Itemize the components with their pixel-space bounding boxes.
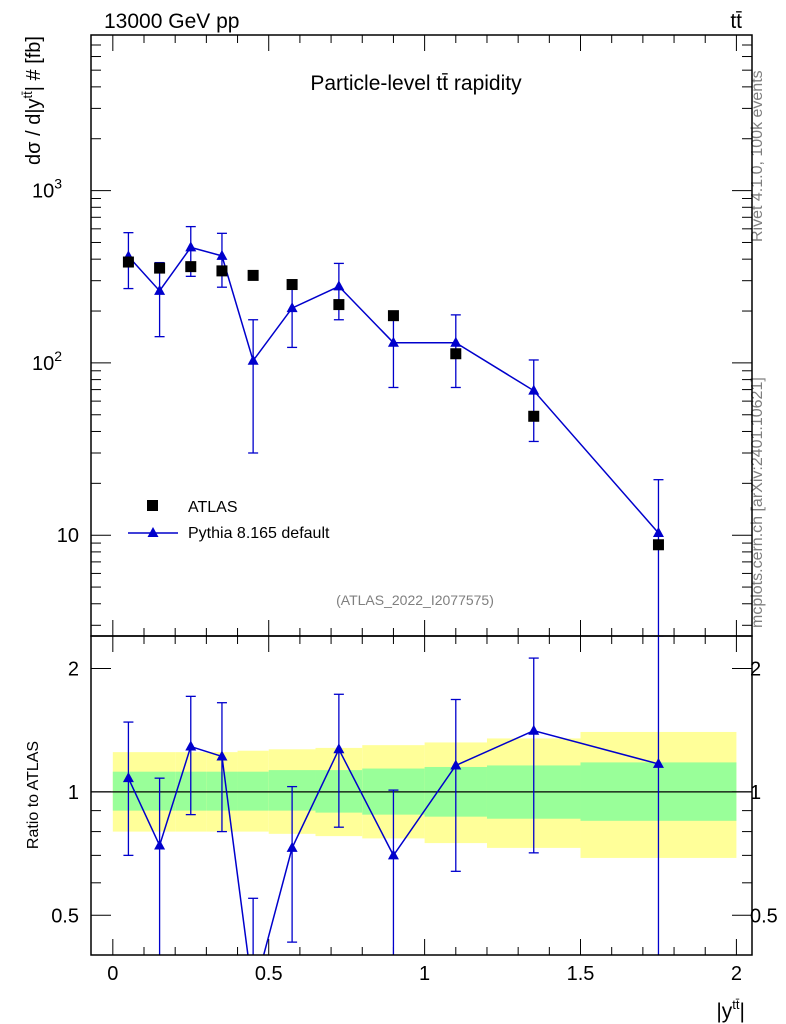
ratio-point <box>185 740 197 751</box>
x-tick-label: 1 <box>419 963 430 985</box>
analysis-label: (ATLAS_2022_I2077575) <box>336 592 494 608</box>
pythia-line <box>127 246 660 534</box>
main-y-axis-label: dσ / d|ytt̄| # [fb] <box>20 36 45 165</box>
band-inner <box>237 771 269 811</box>
pythia-point <box>286 302 298 313</box>
atlas-point <box>247 269 259 281</box>
ratio-y-tick-labels: 0.5 0.5 1 1 2 2 <box>51 658 778 927</box>
atlas-point <box>286 279 298 291</box>
atlas-point <box>154 262 166 274</box>
x-tick-label: 0.5 <box>255 963 283 985</box>
legend-atlas-label: ATLAS <box>188 499 238 516</box>
pythia-point <box>652 526 664 537</box>
ratio-y-tick-label-right: 1 <box>750 782 761 804</box>
ratio-series <box>122 636 664 999</box>
main-y-tick-label: 10 <box>57 525 79 547</box>
ratio-point <box>216 750 228 761</box>
main-y-tick-label: 102 <box>32 348 62 375</box>
ratio-y-tick-label: 0.5 <box>51 905 79 927</box>
main-panel: Particle-level tt̄ rapidity (ATLAS_2022_… <box>20 34 753 637</box>
pythia-point <box>528 384 540 395</box>
legend: ATLAS Pythia 8.165 default <box>128 499 330 542</box>
main-y-tick-labels: 10 102 103 <box>32 176 79 548</box>
atlas-point <box>450 348 462 360</box>
main-axis-ticks <box>91 34 752 636</box>
ratio-point <box>333 743 345 754</box>
ratio-y-tick-label-right: 2 <box>750 658 761 680</box>
ratio-y-axis-label: Ratio to ATLAS <box>25 741 42 849</box>
atlas-point <box>185 261 197 273</box>
process-label: tt̄ <box>730 10 742 33</box>
legend-pythia-marker <box>147 527 159 537</box>
x-axis-label: |ytt̄| <box>716 997 745 1023</box>
main-y-tick-label: 103 <box>32 176 62 203</box>
atlas-point <box>387 310 399 322</box>
source-label: mcplots.cern.ch [arXiv:2401.10621] <box>749 377 766 628</box>
ratio-point <box>387 849 399 860</box>
ratio-point <box>652 757 664 768</box>
ratio-y-tick-label: 2 <box>68 658 79 680</box>
ratio-axis-ticks <box>91 636 752 956</box>
atlas-point <box>122 256 134 268</box>
ratio-y-tick-label: 1 <box>68 782 79 804</box>
pythia-point <box>154 284 166 295</box>
ratio-point <box>286 841 298 852</box>
legend-atlas-marker <box>147 500 158 511</box>
ratio-point <box>528 724 540 735</box>
pythia-point <box>216 249 228 260</box>
atlas-point <box>216 265 228 277</box>
pythia-point <box>185 241 197 252</box>
atlas-point <box>652 539 664 551</box>
ratio-point <box>450 759 462 770</box>
x-tick-labels: 0 0.5 1 1.5 2 <box>107 963 742 985</box>
ratio-point <box>154 839 166 850</box>
pythia-point <box>450 336 462 347</box>
ratio-y-tick-label-right: 0.5 <box>750 905 778 927</box>
main-plot-frame <box>90 34 753 637</box>
ratio-point <box>248 989 259 999</box>
x-tick-label: 1.5 <box>567 963 595 985</box>
pythia-point <box>333 280 345 291</box>
energy-label: 13000 GeV pp <box>104 10 239 33</box>
pythia-point <box>247 354 259 365</box>
x-tick-label: 0 <box>107 963 118 985</box>
pythia-point <box>387 336 399 347</box>
ratio-plot-frame <box>90 635 753 956</box>
atlas-point <box>333 299 345 311</box>
ratio-panel: 0.5 0.5 1 1 2 2 0 0.5 1 1.5 2 Ratio to ATLAS |ytt… <box>25 635 778 1023</box>
main-series <box>122 225 664 636</box>
x-tick-label: 2 <box>731 963 742 985</box>
main-plot-title: Particle-level tt̄ rapidity <box>310 72 522 95</box>
legend-pythia-label: Pythia 8.165 default <box>188 525 330 542</box>
ratio-point <box>122 772 134 783</box>
atlas-point <box>528 410 540 422</box>
rivet-label: Rivet 4.1.0, 100k events <box>749 70 766 242</box>
